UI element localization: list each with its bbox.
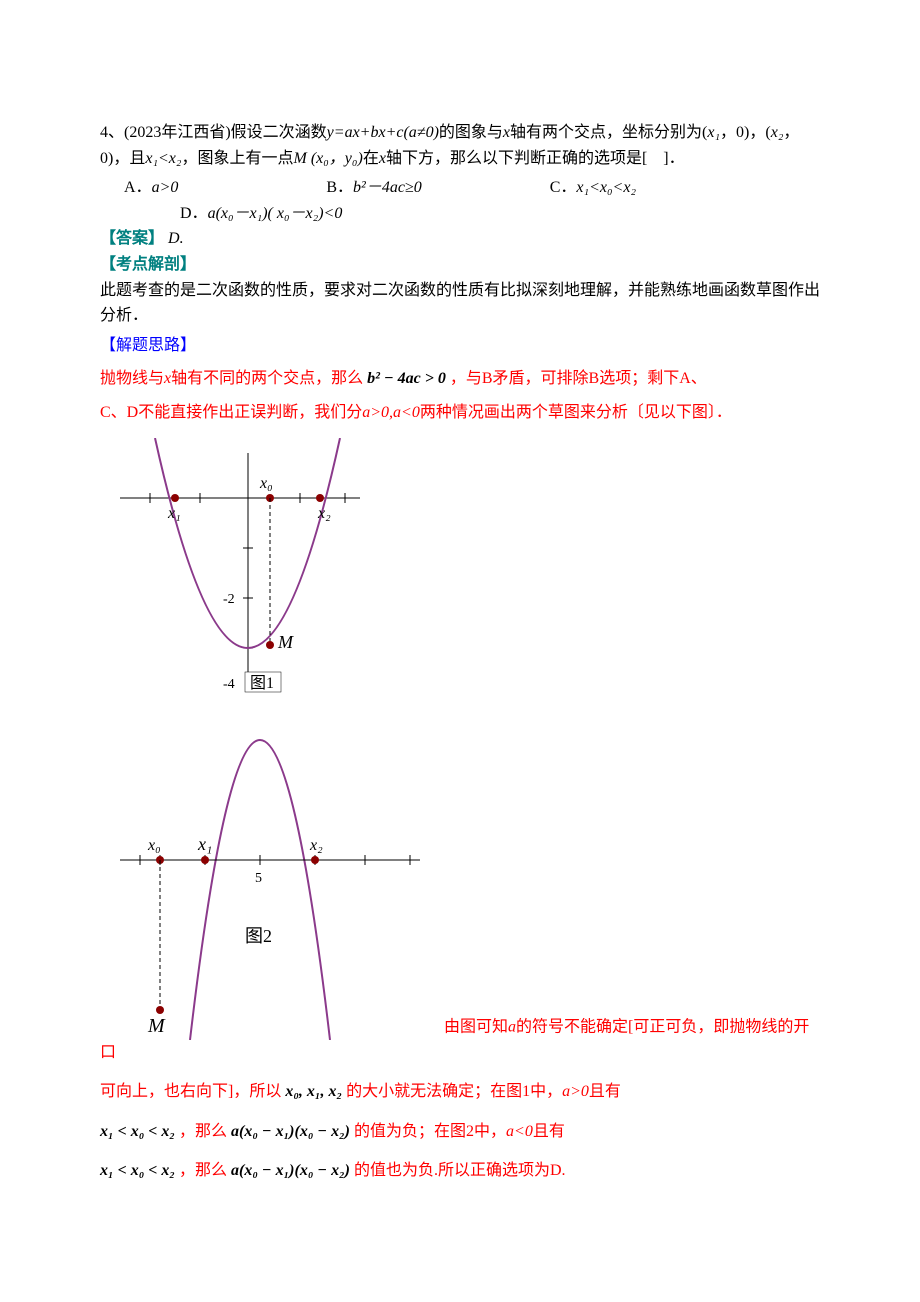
fig1-x0-label: x₀ <box>259 475 273 492</box>
fl3-expr: a(x₀ − x₁)(x₀ − x₂) <box>231 1162 350 1179</box>
question-mid4: 在 <box>363 150 379 167</box>
sol-line1a: 抛物线与 <box>100 370 164 387</box>
fig1-tick-neg2: -2 <box>223 592 235 607</box>
question-text: 4、(2023年江西省)假设二次涵数y=ax+bx+c(a≠0)的图象与x轴有两… <box>100 120 820 171</box>
fig1-x2-label: x₂ <box>317 505 331 522</box>
x2-var: x₂ <box>771 124 784 141</box>
pf2b: a <box>508 1018 516 1035</box>
sol-line2b: a>0,a<0 <box>362 404 420 421</box>
sol-formula1: b² − 4ac > 0 <box>367 370 446 387</box>
figure-2-block: x₀ x₁ x₂ 5 M 图2 由图可知a的符号不能确定[可正可负，即抛物线的开… <box>100 710 820 1066</box>
analysis-header: 【考点解剖】 <box>100 252 820 278</box>
final-lines: 可向上，也右向下]，所以 x₀, x₁, x₂ 的大小就无法确定；在图1中，a>… <box>100 1079 820 1184</box>
answer-value: D. <box>164 230 184 247</box>
sol-line1d: ，与B矛盾，可排除B选项；剩下A、 <box>450 370 707 387</box>
fl2c: a<0 <box>506 1123 533 1140</box>
option-c-label: C． <box>550 179 577 196</box>
option-d-label: D． <box>180 205 208 222</box>
answer-line: 【答案】 D. <box>100 226 820 252</box>
question-mid3: ，图象上有一点 <box>181 150 293 167</box>
fl3-cond: x₁ < x₀ < x₂ <box>100 1162 175 1179</box>
fl3a: ，那么 <box>179 1162 227 1179</box>
option-b-text: b²－4ac≥0 <box>353 179 422 196</box>
solution-line1: 抛物线与x轴有不同的两个交点，那么 b² − 4ac > 0 ，与B矛盾，可排除… <box>100 366 820 392</box>
fig1-x1-label: x₁ <box>167 505 181 522</box>
sep1: ，0)，( <box>720 124 771 141</box>
fl2b: 的值为负；在图2中， <box>354 1123 506 1140</box>
fl1a: 可向上，也右向下]，所以 <box>100 1083 281 1100</box>
question-mid2: 轴有两个交点，坐标分别为( <box>510 124 707 141</box>
parabola-up-svg: x₁ x₀ x₂ -2 M -4 图1 <box>100 438 380 698</box>
options-line2: D．a(x₀－x₁)( x₀－x₂)<0 <box>180 201 820 227</box>
fig1-tick-neg4: -4 <box>223 677 235 692</box>
solution-line2: C、D不能直接作出正误判断，我们分a>0,a<0两种情况画出两个草图来分析〔见以… <box>100 400 820 426</box>
fl3b: 的值也为负.所以正确选项为D. <box>354 1162 566 1179</box>
question-mid1: 的图象与 <box>439 124 503 141</box>
option-a-label: A． <box>124 179 152 196</box>
fl1d: 且有 <box>589 1083 621 1100</box>
fl2-cond: x₁ < x₀ < x₂ <box>100 1123 175 1140</box>
document-content: 4、(2023年江西省)假设二次涵数y=ax+bx+c(a≠0)的图象与x轴有两… <box>100 120 820 1184</box>
pf2a: 由图可知 <box>440 1018 508 1035</box>
fig1-m-label: M <box>277 632 294 652</box>
question-formula: y=ax+bx+c(a≠0) <box>327 124 439 141</box>
x-axis-letter: x <box>503 124 510 141</box>
parabola-down-svg: x₀ x₁ x₂ 5 M 图2 <box>100 710 440 1040</box>
x-axis-letter2: x <box>379 150 386 167</box>
figure-1: x₁ x₀ x₂ -2 M -4 图1 <box>100 438 820 698</box>
condition: x₁<x₂ <box>145 150 181 167</box>
point-m: M (x₀，y₀) <box>293 150 362 167</box>
x1-var: x₁ <box>707 124 720 141</box>
options-line1: A．a>0 B．b²－4ac≥0 C．x₁<x₀<x₂ <box>124 175 820 201</box>
option-c-text: x₁<x₀<x₂ <box>576 179 636 196</box>
final-line1: 可向上，也右向下]，所以 x₀, x₁, x₂ 的大小就无法确定；在图1中，a>… <box>100 1079 820 1105</box>
final-line2: x₁ < x₀ < x₂ ，那么 a(x₀ − x₁)(x₀ − x₂) 的值为… <box>100 1119 820 1145</box>
fig2-x0-label: x₀ <box>147 837 161 854</box>
fl2a: ，那么 <box>179 1123 227 1140</box>
analysis-body: 此题考查的是二次函数的性质，要求对二次函数的性质有比拟深刻地理解，并能熟练地画函… <box>100 278 820 329</box>
question-mid5: 轴下方，那么以下判断正确的选项是[ ]． <box>386 150 685 167</box>
fig2-tick-5: 5 <box>255 871 262 886</box>
fl1b: 的大小就无法确定；在图1中， <box>346 1083 562 1100</box>
question-prefix: 4、(2023年江西省)假设二次涵数 <box>100 124 327 141</box>
fig2-x2-label: x₂ <box>309 837 323 854</box>
fl2d: 且有 <box>533 1123 565 1140</box>
sol-line2c: 两种情况画出两个草图来分析〔见以下图〕． <box>420 404 732 421</box>
fl1c: a>0 <box>562 1083 589 1100</box>
fig2-m-label: M <box>147 1015 166 1037</box>
fig2-x1-label: x₁ <box>197 834 212 854</box>
sol-line2: C、D不能直接作出正误判断，我们分 <box>100 404 362 421</box>
final-line3: x₁ < x₀ < x₂ ，那么 a(x₀ − x₁)(x₀ − x₂) 的值也… <box>100 1158 820 1184</box>
fl1-vars: x₀, x₁, x₂ <box>285 1083 342 1100</box>
fig2-label: 图2 <box>245 926 272 946</box>
answer-label: 【答案】 <box>100 230 164 247</box>
fl2-expr: a(x₀ − x₁)(x₀ − x₂) <box>231 1123 350 1140</box>
solution-header: 【解题思路】 <box>100 333 820 359</box>
option-a-text: a>0 <box>152 179 179 196</box>
sol-line1c: 轴有不同的两个交点，那么 <box>171 370 363 387</box>
fig1-label: 图1 <box>250 675 274 692</box>
option-d-text: a(x₀－x₁)( x₀－x₂)<0 <box>208 205 343 222</box>
option-b-label: B． <box>326 179 353 196</box>
